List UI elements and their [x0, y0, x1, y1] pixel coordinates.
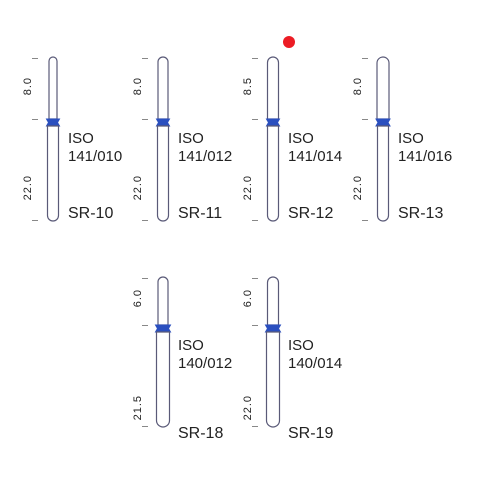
iso-label-top: ISO [398, 130, 424, 147]
bur-shape-sr12 [258, 55, 288, 225]
tick-mark [142, 119, 148, 120]
tick-mark [142, 278, 148, 279]
total-length-label: 22.0 [22, 175, 34, 200]
iso-label-top: ISO [68, 130, 94, 147]
iso-label-bottom: 141/016 [398, 148, 452, 165]
bur-shape-sr11 [148, 55, 178, 225]
iso-label-top: ISO [178, 337, 204, 354]
red-dot-marker [283, 36, 295, 48]
tick-mark [32, 119, 38, 120]
iso-label-top: ISO [288, 337, 314, 354]
bur-shape-sr18 [148, 275, 178, 431]
sr-code-label: SR-12 [288, 205, 333, 223]
bur-shape-sr19 [258, 275, 288, 431]
iso-label-bottom: 140/012 [178, 355, 232, 372]
tick-mark [252, 58, 258, 59]
iso-label-bottom: 141/012 [178, 148, 232, 165]
tick-mark [252, 426, 258, 427]
tick-mark [252, 325, 258, 326]
head-length-label: 8.0 [22, 77, 34, 95]
total-length-label: 22.0 [352, 175, 364, 200]
tick-mark [362, 119, 368, 120]
head-length-label: 8.0 [352, 77, 364, 95]
tick-mark [142, 325, 148, 326]
total-length-label: 21.5 [132, 395, 144, 420]
tick-mark [362, 220, 368, 221]
tick-mark [142, 426, 148, 427]
bur-cell-sr19: 6.022.0ISO140/014SR-19 [258, 275, 368, 475]
iso-label-bottom: 141/014 [288, 148, 342, 165]
bur-shape-sr10 [38, 55, 68, 225]
sr-code-label: SR-18 [178, 425, 223, 443]
sr-code-label: SR-19 [288, 425, 333, 443]
total-length-label: 22.0 [132, 175, 144, 200]
tick-mark [252, 220, 258, 221]
tick-mark [32, 58, 38, 59]
tick-mark [32, 220, 38, 221]
tick-mark [362, 58, 368, 59]
tick-mark [252, 119, 258, 120]
tick-mark [142, 58, 148, 59]
head-length-label: 6.0 [242, 289, 254, 307]
bur-cell-sr13: 8.022.0ISO141/016SR-13 [368, 55, 478, 255]
total-length-label: 22.0 [242, 395, 254, 420]
bur-shape-sr13 [368, 55, 398, 225]
iso-label-top: ISO [288, 130, 314, 147]
sr-code-label: SR-11 [178, 205, 222, 223]
diagram-canvas: 8.022.0ISO141/010SR-108.022.0ISO141/012S… [0, 0, 500, 500]
sr-code-label: SR-10 [68, 205, 113, 223]
total-length-label: 22.0 [242, 175, 254, 200]
iso-label-bottom: 140/014 [288, 355, 342, 372]
sr-code-label: SR-13 [398, 205, 443, 223]
head-length-label: 8.5 [242, 77, 254, 95]
head-length-label: 8.0 [132, 77, 144, 95]
tick-mark [252, 278, 258, 279]
tick-mark [142, 220, 148, 221]
iso-label-bottom: 141/010 [68, 148, 122, 165]
iso-label-top: ISO [178, 130, 204, 147]
head-length-label: 6.0 [132, 289, 144, 307]
